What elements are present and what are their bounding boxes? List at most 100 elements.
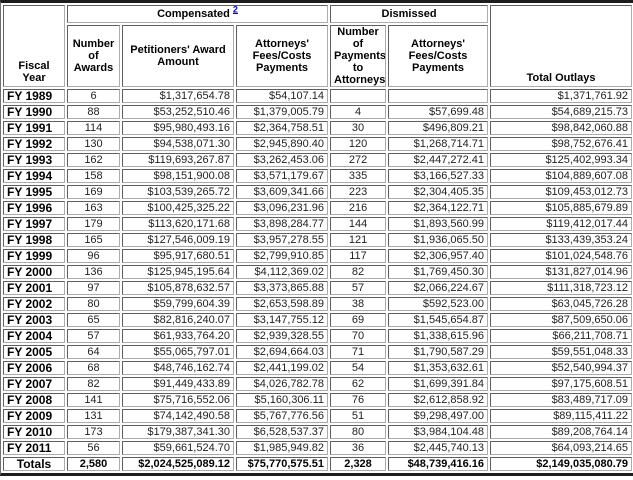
fiscal-year-cell: FY 2003 [3, 313, 65, 327]
fiscal-year-cell: FY 2010 [3, 425, 65, 439]
table-row: FY 2003 65 $82,816,240.07 $3,147,755.12 69 $1… [3, 313, 633, 327]
attorneys-fees-compensated-cell: $3,957,278.55 [236, 233, 329, 247]
attorneys-fees-dismissed-cell: $9,298,497.00 [388, 409, 489, 423]
petitioners-amount-cell: $59,661,524.70 [122, 441, 234, 455]
fiscal-year-cell: FY 1995 [3, 185, 65, 199]
payments-count-cell: 144 [330, 217, 387, 231]
totals-attorneys-fees-compensated-cell: $75,770,575.51 [236, 457, 329, 471]
petitioners-amount-cell: $74,142,490.58 [122, 409, 234, 423]
petitioners-amount-cell: $103,539,265.72 [122, 185, 234, 199]
payments-count-cell: 30 [330, 121, 387, 135]
fiscal-year-cell: FY 1989 [3, 89, 65, 103]
awards-count-cell: 163 [67, 201, 120, 215]
petitioners-amount-cell: $125,945,195.64 [122, 265, 234, 279]
payments-count-cell: 38 [330, 297, 387, 311]
petitioners-amount-cell: $48,746,162.74 [122, 361, 234, 375]
total-outlays-cell: $89,208,764.14 [490, 425, 633, 439]
fiscal-year-cell: FY 2006 [3, 361, 65, 375]
attorneys-fees-compensated-cell: $5,767,776.56 [236, 409, 329, 423]
fiscal-year-cell: FY 1994 [3, 169, 65, 183]
table-row: FY 2005 64 $55,065,797.01 $2,694,664.03 71 $1… [3, 345, 633, 359]
payments-count-cell: 82 [330, 265, 387, 279]
attorneys-fees-dismissed-cell: $3,984,104.48 [388, 425, 489, 439]
petitioners-amount-cell: $59,799,604.39 [122, 297, 234, 311]
petitioners-amount-cell: $82,816,240.07 [122, 313, 234, 327]
header-group-row: Fiscal Year Compensated 2 Dismissed Tota… [3, 5, 633, 87]
petitioners-amount-cell: $95,980,493.16 [122, 121, 234, 135]
fiscal-year-cell: FY 2008 [3, 393, 65, 407]
attorneys-fees-compensated-cell: $3,571,179.67 [236, 169, 329, 183]
table-row: FY 2004 57 $61,933,764.20 $2,939,328.55 70 $1… [3, 329, 633, 343]
awards-count-cell: 131 [67, 409, 120, 423]
petitioners-amount-cell: $100,425,325.22 [122, 201, 234, 215]
table-row: FY 1997 179 $113,620,171.68 $3,898,284.77 14… [3, 217, 633, 231]
attorneys-fees-dismissed-cell: $1,893,560.99 [388, 217, 489, 231]
total-outlays-cell: $119,412,017.44 [490, 217, 633, 231]
attorneys-fees-compensated-cell: $54,107.14 [236, 89, 329, 103]
total-outlays-cell: $131,827,014.96 [490, 265, 633, 279]
attorneys-fees-dismissed-cell: $496,809.21 [388, 121, 489, 135]
awards-count-cell: 64 [67, 345, 120, 359]
attorneys-fees-compensated-cell: $4,026,782.78 [236, 377, 329, 391]
attorneys-fees-compensated-cell: $1,985,949.82 [236, 441, 329, 455]
fiscal-year-cell: FY 2000 [3, 265, 65, 279]
total-outlays-cell: $98,842,060.88 [490, 121, 633, 135]
attorneys-fees-dismissed-cell: $3,166,527.33 [388, 169, 489, 183]
total-outlays-cell: $133,439,353.24 [490, 233, 633, 247]
table-row: FY 1995 169 $103,539,265.72 $3,609,341.66 22… [3, 185, 633, 199]
awards-count-cell: 114 [67, 121, 120, 135]
petitioners-amount-cell: $1,317,654.78 [122, 89, 234, 103]
total-outlays-cell: $83,489,717.09 [490, 393, 633, 407]
awards-count-cell: 169 [67, 185, 120, 199]
awards-count-cell: 96 [67, 249, 120, 263]
attorneys-fees-dismissed-cell: $2,304,405.35 [388, 185, 489, 199]
totals-row: Totals 2,580 $2,024,525,089.12 $75,770,575.… [3, 457, 633, 471]
totals-payments-count-cell: 2,328 [330, 457, 387, 471]
table-row: FY 1998 165 $127,546,009.19 $3,957,278.55 12… [3, 233, 633, 247]
attorneys-fees-dismissed-cell: $2,306,957.40 [388, 249, 489, 263]
footnote-2-link[interactable]: 2 [232, 5, 238, 15]
attorneys-fees-compensated-cell: $2,653,598.89 [236, 297, 329, 311]
column-header-number-of-awards: Number of Awards [67, 25, 120, 87]
attorneys-fees-dismissed-cell: $2,364,122.71 [388, 201, 489, 215]
fiscal-year-cell: FY 1991 [3, 121, 65, 135]
header-columns-row: Number of Awards Petitioners' Award Amou… [3, 25, 632, 87]
total-outlays-cell: $125,402,993.34 [490, 153, 633, 167]
petitioners-amount-cell: $75,716,552.06 [122, 393, 234, 407]
column-header-petitioners-award-amount: Petitioners' Award Amount [122, 25, 234, 87]
payments-count-cell: 57 [330, 281, 387, 295]
petitioners-amount-cell: $61,933,764.20 [122, 329, 234, 343]
attorneys-fees-compensated-cell: $4,112,369.02 [236, 265, 329, 279]
payments-count-cell: 54 [330, 361, 387, 375]
fiscal-year-cell: FY 1999 [3, 249, 65, 263]
attorneys-fees-dismissed-cell: $1,936,065.50 [388, 233, 489, 247]
awards-count-cell: 165 [67, 233, 120, 247]
total-outlays-cell: $104,889,607.08 [490, 169, 633, 183]
table-row: FY 1992 130 $94,538,071.30 $2,945,890.40 120… [3, 137, 633, 151]
awards-count-cell: 57 [67, 329, 120, 343]
payments-count-cell: 120 [330, 137, 387, 151]
attorneys-fees-compensated-cell: $3,147,755.12 [236, 313, 329, 327]
compensated-label: Compensated [157, 8, 230, 20]
table-row: FY 1994 158 $98,151,900.08 $3,571,179.67 335… [3, 169, 633, 183]
total-outlays-cell: $64,093,214.65 [490, 441, 633, 455]
attorneys-fees-dismissed-cell: $1,353,632.61 [388, 361, 489, 375]
attorneys-fees-compensated-cell: $5,160,306.11 [236, 393, 329, 407]
table-row: FY 1989 6 $1,317,654.78 $54,107.14 $1,371,76… [3, 89, 633, 103]
awards-count-cell: 158 [67, 169, 120, 183]
awards-count-cell: 162 [67, 153, 120, 167]
petitioners-amount-cell: $98,151,900.08 [122, 169, 234, 183]
fiscal-year-cell: FY 2001 [3, 281, 65, 295]
column-header-total-outlays: Total Outlays [490, 5, 633, 87]
attorneys-fees-compensated-cell: $3,898,284.77 [236, 217, 329, 231]
table-row: FY 1993 162 $119,693,267.87 $3,262,453.06 27… [3, 153, 633, 167]
total-outlays-cell: $87,509,650.06 [490, 313, 633, 327]
petitioners-amount-cell: $105,878,632.57 [122, 281, 234, 295]
payments-count-cell: 71 [330, 345, 387, 359]
fiscal-year-cell: FY 2011 [3, 441, 65, 455]
column-header-fiscal-year: Fiscal Year [3, 5, 65, 87]
attorneys-fees-dismissed-cell: $1,769,450.30 [388, 265, 489, 279]
fiscal-year-cell: FY 1992 [3, 137, 65, 151]
table-row: FY 2007 82 $91,449,433.89 $4,026,782.78 62 $1… [3, 377, 633, 391]
table-body: FY 1989 6 $1,317,654.78 $54,107.14 $1,371,76… [3, 89, 633, 471]
